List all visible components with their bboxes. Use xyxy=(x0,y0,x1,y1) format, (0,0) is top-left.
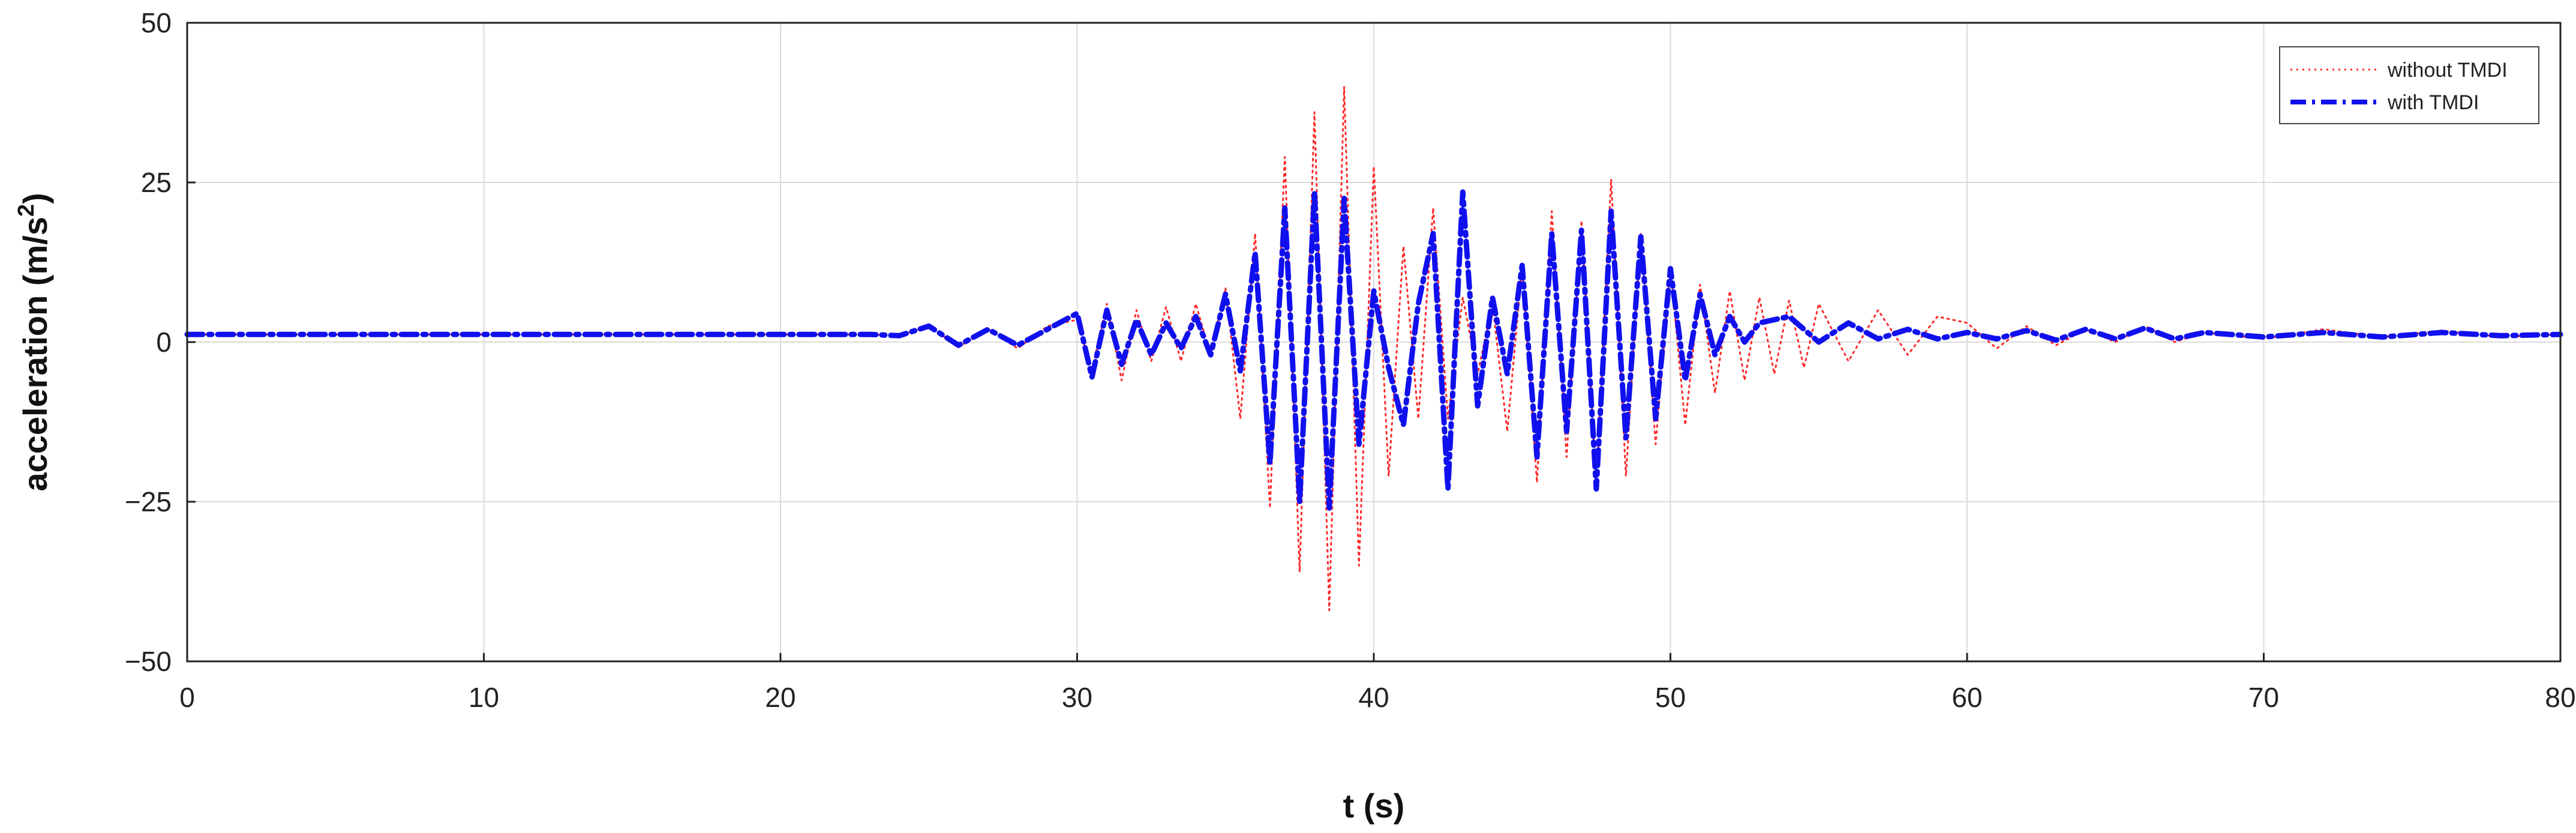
legend-label-with-tmdi: with TMDI xyxy=(2387,91,2479,114)
x-tick-label: 20 xyxy=(765,682,795,713)
x-tick-label: 40 xyxy=(1358,682,1389,713)
grid xyxy=(187,22,2561,662)
y-axis-label-main: acceleration (m/s xyxy=(16,217,54,492)
x-tick-label: 50 xyxy=(1655,682,1686,713)
y-tick-label: −25 xyxy=(125,486,172,517)
series-lines xyxy=(184,85,2563,612)
y-tick-label: 25 xyxy=(141,167,172,198)
legend-label-without-tmdi: without TMDI xyxy=(2387,59,2508,82)
y-axis-label: acceleration (m/s2) xyxy=(14,193,54,491)
x-tick-label: 70 xyxy=(2248,682,2279,713)
x-tick-label: 30 xyxy=(1062,682,1092,713)
axis-ticks: 0 10 20 30 40 50 60 70 80 50 25 0 −25 −50 xyxy=(125,7,2576,713)
x-tick-label: 0 xyxy=(179,682,195,713)
series-line-with-tmdi xyxy=(184,189,2563,511)
y-axis-label-superscript: 2 xyxy=(14,204,39,217)
x-axis-label: t (s) xyxy=(1343,787,1405,825)
y-tick-label: −50 xyxy=(125,646,172,677)
x-tick-label: 10 xyxy=(469,682,499,713)
x-tick-label: 80 xyxy=(2545,682,2575,713)
series-line-without-tmdi xyxy=(186,85,2562,612)
y-tick-label: 50 xyxy=(141,7,172,38)
y-tick-label: 0 xyxy=(156,326,172,358)
legend-box xyxy=(2279,46,2539,124)
legend: without TMDI with TMDI xyxy=(2279,46,2539,124)
x-tick-label: 60 xyxy=(1951,682,1982,713)
y-axis-label-close: ) xyxy=(16,193,54,204)
